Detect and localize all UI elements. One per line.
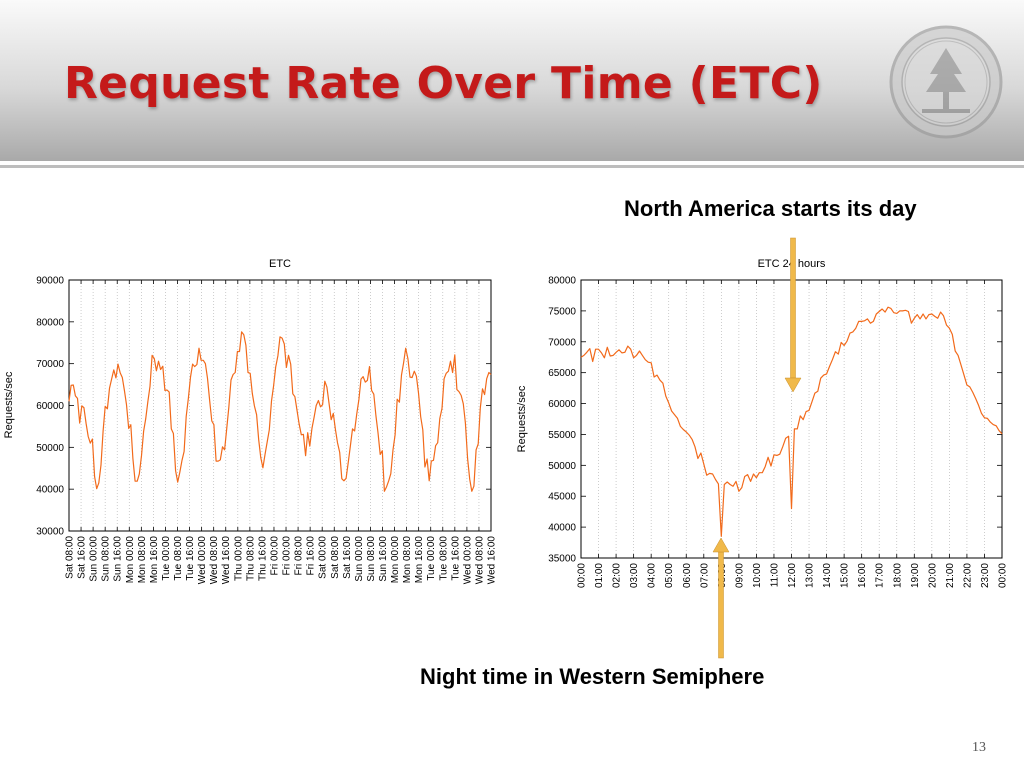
x-tick-label: 05:00: [664, 563, 675, 588]
y-tick-label: 45000: [548, 492, 576, 503]
x-tick-label: 23:00: [980, 563, 991, 588]
x-tick-label: 00:00: [577, 563, 588, 588]
series-line-0: [580, 306, 1003, 538]
x-tick-label: 17:00: [875, 563, 886, 588]
x-tick-label: Sun 00:00: [89, 536, 100, 582]
y-tick-label: 60000: [36, 401, 64, 412]
x-tick-label: Sat 08:00: [330, 536, 341, 579]
university-seal-icon: [889, 25, 1003, 139]
x-tick-label: Fri 16:00: [306, 536, 317, 576]
x-tick-label: Fri 00:00: [282, 536, 293, 576]
x-tick-label: 12:00: [787, 563, 798, 588]
arrow-shaft: [790, 237, 796, 379]
plot-frame: [68, 279, 492, 532]
x-tick-label: Mon 08:00: [137, 536, 148, 584]
x-tick-label: Mon 00:00: [390, 536, 401, 584]
x-tick-label: Sat 00:00: [318, 536, 329, 579]
page-number: 13: [972, 740, 986, 755]
y-tick-label: 50000: [548, 461, 576, 472]
y-tick-label: 55000: [548, 430, 576, 441]
arrow-north-america: [784, 237, 802, 393]
x-tick-label: 03:00: [629, 563, 640, 588]
x-tick-label: Tue 16:00: [185, 536, 196, 581]
x-tick-label: Sat 16:00: [77, 536, 88, 579]
annotation-north-america: North America starts its day: [624, 196, 917, 221]
y-tick-label: 90000: [36, 276, 64, 287]
chart-title: ETC: [269, 258, 291, 270]
x-tick-label: Wed 16:00: [221, 536, 232, 585]
x-tick-label: Thu 16:00: [257, 536, 268, 581]
arrow-night-time: [712, 537, 730, 659]
y-tick-label: 80000: [548, 276, 576, 287]
y-tick-label: 65000: [548, 368, 576, 379]
x-tick-label: Sun 08:00: [101, 536, 112, 582]
x-tick-label: Thu 00:00: [233, 536, 244, 581]
x-tick-label: 07:00: [699, 563, 710, 588]
y-tick-label: 40000: [36, 485, 64, 496]
x-tick-label: 22:00: [962, 563, 973, 588]
x-tick-label: Mon 16:00: [149, 536, 160, 584]
x-tick-label: 20:00: [927, 563, 938, 588]
x-tick-label: 06:00: [682, 563, 693, 588]
x-tick-label: Sat 08:00: [65, 536, 76, 579]
x-tick-label: 13:00: [805, 563, 816, 588]
title-divider: [0, 165, 1024, 168]
x-tick-label: 04:00: [647, 563, 658, 588]
arrow-head: [784, 377, 802, 393]
x-tick-label: Sun 16:00: [378, 536, 389, 582]
x-tick-label: 19:00: [910, 563, 921, 588]
series-line-0: [68, 331, 492, 492]
x-tick-label: Tue 00:00: [161, 536, 172, 581]
x-tick-label: Thu 08:00: [245, 536, 256, 581]
x-tick-label: Tue 16:00: [450, 536, 461, 581]
x-tick-label: Mon 00:00: [125, 536, 136, 584]
y-tick-label: 70000: [36, 359, 64, 370]
x-tick-label: 14:00: [822, 563, 833, 588]
y-tick-label: 30000: [36, 527, 64, 538]
x-tick-label: 01:00: [594, 563, 605, 588]
x-tick-label: Wed 00:00: [462, 536, 473, 585]
y-tick-label: 60000: [548, 399, 576, 410]
x-tick-label: 11:00: [769, 563, 780, 588]
y-axis-label: Requests/sec: [516, 385, 528, 452]
x-tick-label: Tue 08:00: [438, 536, 449, 581]
y-tick-label: 50000: [36, 443, 64, 454]
y-tick-label: 80000: [36, 317, 64, 328]
x-tick-label: 10:00: [752, 563, 763, 588]
y-axis-label: Requests/sec: [3, 371, 15, 438]
x-tick-label: Tue 08:00: [173, 536, 184, 581]
x-tick-label: Wed 00:00: [197, 536, 208, 585]
annotation-night-time: Night time in Western Semiphere: [420, 664, 765, 689]
x-tick-label: Wed 08:00: [474, 536, 485, 585]
x-tick-label: 15:00: [840, 563, 851, 588]
x-tick-label: Sun 08:00: [366, 536, 377, 582]
x-tick-label: 00:00: [998, 563, 1009, 588]
slide-title: Request Rate Over Time (ETC): [64, 58, 823, 109]
x-tick-label: 21:00: [945, 563, 956, 588]
x-tick-label: Wed 08:00: [209, 536, 220, 585]
x-tick-label: Fri 08:00: [294, 536, 305, 576]
y-tick-label: 35000: [548, 554, 576, 565]
x-tick-label: Sat 16:00: [342, 536, 353, 579]
title-band: [0, 0, 1024, 161]
x-tick-label: Fri 00:00: [269, 536, 280, 576]
x-tick-label: Tue 00:00: [426, 536, 437, 581]
y-tick-label: 70000: [548, 337, 576, 348]
x-tick-label: Wed 16:00: [487, 536, 498, 585]
x-tick-label: 18:00: [892, 563, 903, 588]
x-tick-label: Mon 08:00: [402, 536, 413, 584]
x-tick-label: Sun 00:00: [354, 536, 365, 582]
x-tick-label: 09:00: [734, 563, 745, 588]
x-tick-label: Mon 16:00: [414, 536, 425, 584]
y-tick-label: 40000: [548, 523, 576, 534]
x-tick-label: Sun 16:00: [113, 536, 124, 582]
x-tick-label: 02:00: [612, 563, 623, 588]
arrow-shaft: [718, 551, 724, 659]
arrow-head: [712, 537, 730, 553]
x-tick-label: 16:00: [857, 563, 868, 588]
y-tick-label: 75000: [548, 306, 576, 317]
